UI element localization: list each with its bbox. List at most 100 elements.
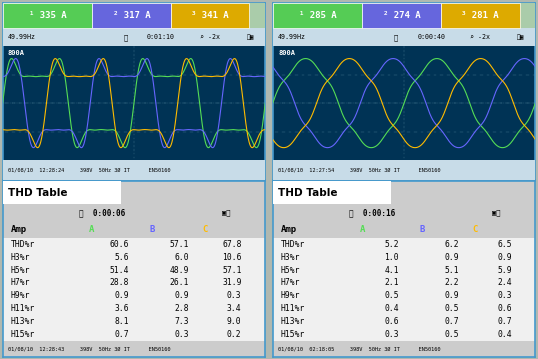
Text: ▣⮞: ▣⮞ xyxy=(222,210,230,216)
Text: 0.3: 0.3 xyxy=(497,292,512,300)
Text: 7.3: 7.3 xyxy=(174,317,189,326)
Bar xyxy=(3,3,92,28)
Text: 5.2: 5.2 xyxy=(384,239,399,248)
Text: 0.6: 0.6 xyxy=(384,317,399,326)
Bar xyxy=(3,204,265,222)
Text: 0.9: 0.9 xyxy=(444,252,459,262)
Text: H9%r: H9%r xyxy=(11,292,30,300)
Bar xyxy=(171,3,250,28)
Text: THD%r: THD%r xyxy=(11,239,35,248)
Text: ³ 341 A: ³ 341 A xyxy=(192,11,229,20)
Text: 49.99Hz: 49.99Hz xyxy=(8,34,36,40)
Text: C: C xyxy=(202,225,208,234)
Text: H7%r: H7%r xyxy=(281,279,300,288)
Text: 60.6: 60.6 xyxy=(109,239,129,248)
Bar xyxy=(273,3,535,28)
Text: 3.4: 3.4 xyxy=(227,304,242,313)
Text: H13%r: H13%r xyxy=(281,317,305,326)
Text: 0.7: 0.7 xyxy=(114,330,129,339)
Text: 6.2: 6.2 xyxy=(444,239,459,248)
Text: 0.5: 0.5 xyxy=(384,292,399,300)
Text: 26.1: 26.1 xyxy=(169,279,189,288)
Text: ⌛: ⌛ xyxy=(394,34,398,41)
Bar xyxy=(362,3,441,28)
Bar xyxy=(273,181,391,204)
Text: ² 274 A: ² 274 A xyxy=(383,11,420,20)
Text: H3%r: H3%r xyxy=(281,252,300,262)
Bar xyxy=(3,222,265,238)
Text: ⌛  0:00:06: ⌛ 0:00:06 xyxy=(79,209,125,218)
Text: 5.1: 5.1 xyxy=(444,266,459,275)
Text: 0.6: 0.6 xyxy=(497,304,512,313)
Bar xyxy=(3,341,265,357)
Text: 2.1: 2.1 xyxy=(384,279,399,288)
Text: ⌕ -2x: ⌕ -2x xyxy=(200,34,220,40)
Bar xyxy=(3,181,121,204)
Text: 49.99Hz: 49.99Hz xyxy=(278,34,306,40)
Text: 5.6: 5.6 xyxy=(114,252,129,262)
Bar xyxy=(273,222,535,238)
Bar xyxy=(273,341,535,357)
Text: ⌕ -2x: ⌕ -2x xyxy=(470,34,490,40)
Bar xyxy=(92,3,171,28)
Text: H15%r: H15%r xyxy=(281,330,305,339)
Bar xyxy=(3,3,265,28)
Text: Amp: Amp xyxy=(281,225,297,234)
Text: 1.0: 1.0 xyxy=(384,252,399,262)
Bar xyxy=(3,181,265,204)
Text: ⌛: ⌛ xyxy=(124,34,128,41)
Text: 67.8: 67.8 xyxy=(222,239,242,248)
Bar xyxy=(3,28,265,46)
Text: H11%r: H11%r xyxy=(11,304,35,313)
Text: B: B xyxy=(150,225,155,234)
Text: THD Table: THD Table xyxy=(278,188,337,198)
Text: ⌛  0:00:16: ⌛ 0:00:16 xyxy=(349,209,395,218)
Text: 0.5: 0.5 xyxy=(444,304,459,313)
Text: 2.2: 2.2 xyxy=(444,279,459,288)
Text: 0.9: 0.9 xyxy=(174,292,189,300)
Text: 9.0: 9.0 xyxy=(227,317,242,326)
Text: 5.9: 5.9 xyxy=(497,266,512,275)
Text: 31.9: 31.9 xyxy=(222,279,242,288)
Text: 3.6: 3.6 xyxy=(114,304,129,313)
Text: 0:00:40: 0:00:40 xyxy=(417,34,445,40)
Text: 6.5: 6.5 xyxy=(497,239,512,248)
Text: 0.5: 0.5 xyxy=(444,330,459,339)
Bar xyxy=(273,204,535,222)
Text: 01/08/10  12:27:54     398V  50Hz 3Ø IT      EN50160: 01/08/10 12:27:54 398V 50Hz 3Ø IT EN5016… xyxy=(278,167,441,172)
Text: ² 317 A: ² 317 A xyxy=(112,11,150,20)
Text: ⮞▣: ⮞▣ xyxy=(247,34,254,40)
Text: ▣⮞: ▣⮞ xyxy=(492,210,500,216)
Text: 01/08/10  02:18:05     398V  50Hz 3Ø IT      EN50160: 01/08/10 02:18:05 398V 50Hz 3Ø IT EN5016… xyxy=(278,347,441,352)
Text: 01/08/10  12:28:24     398V  50Hz 3Ø IT      EN50160: 01/08/10 12:28:24 398V 50Hz 3Ø IT EN5016… xyxy=(8,167,171,172)
Text: 01/08/10  12:28:43     398V  50Hz 3Ø IT      EN50160: 01/08/10 12:28:43 398V 50Hz 3Ø IT EN5016… xyxy=(8,347,171,352)
Text: 0:01:10: 0:01:10 xyxy=(147,34,175,40)
Text: 0.9: 0.9 xyxy=(497,252,512,262)
Text: H3%r: H3%r xyxy=(11,252,30,262)
Text: 0.2: 0.2 xyxy=(227,330,242,339)
Text: 51.4: 51.4 xyxy=(109,266,129,275)
Text: THD%r: THD%r xyxy=(281,239,305,248)
Text: C: C xyxy=(472,225,478,234)
Text: ⮞▣: ⮞▣ xyxy=(517,34,525,40)
Text: H7%r: H7%r xyxy=(11,279,30,288)
Text: 0.4: 0.4 xyxy=(384,304,399,313)
Text: H15%r: H15%r xyxy=(11,330,35,339)
Text: 0.3: 0.3 xyxy=(174,330,189,339)
Text: H5%r: H5%r xyxy=(281,266,300,275)
Bar xyxy=(273,3,362,28)
Text: H11%r: H11%r xyxy=(281,304,305,313)
Text: 2.4: 2.4 xyxy=(497,279,512,288)
Text: 57.1: 57.1 xyxy=(222,266,242,275)
Bar xyxy=(3,160,265,180)
Text: H9%r: H9%r xyxy=(281,292,300,300)
Text: ³ 281 A: ³ 281 A xyxy=(462,11,499,20)
Text: 0.7: 0.7 xyxy=(497,317,512,326)
Text: H5%r: H5%r xyxy=(11,266,30,275)
Text: A: A xyxy=(359,225,365,234)
Bar xyxy=(273,160,535,180)
Text: 0.3: 0.3 xyxy=(227,292,242,300)
Bar xyxy=(273,28,535,46)
Text: 800A: 800A xyxy=(8,50,25,56)
Text: 0.3: 0.3 xyxy=(384,330,399,339)
